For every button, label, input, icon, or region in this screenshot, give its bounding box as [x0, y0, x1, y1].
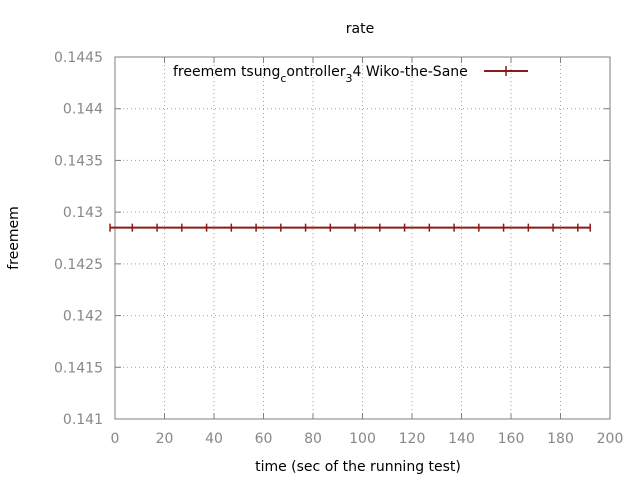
x-tick-label: 180 — [547, 431, 574, 447]
x-tick-label: 60 — [255, 431, 273, 447]
legend-label-part: ontroller — [286, 64, 345, 80]
y-tick-label: 0.142 — [63, 309, 103, 325]
legend-label-part: 3 — [346, 72, 353, 85]
x-tick-label: 140 — [448, 431, 475, 447]
legend-label-part: freemem tsung — [173, 64, 280, 80]
legend-label: freemem tsungcontroller34 Wiko-the-Sane — [173, 64, 468, 85]
x-tick-label: 200 — [597, 431, 624, 447]
y-axis-ticks: 0.141 0.1415 0.142 0.1425 0.143 0.1435 0.144 0.… — [54, 50, 610, 428]
legend-label-part: c — [280, 72, 286, 85]
x-tick-label: 80 — [304, 431, 322, 447]
y-tick-label: 0.1445 — [54, 50, 103, 66]
series — [109, 223, 591, 232]
y-tick-label: 0.1415 — [54, 360, 103, 376]
y-tick-label: 0.144 — [63, 102, 103, 118]
x-tick-label: 160 — [498, 431, 525, 447]
chart-title: rate — [346, 21, 374, 37]
x-tick-label: 0 — [111, 431, 120, 447]
y-tick-label: 0.1435 — [54, 153, 103, 169]
grid — [115, 57, 610, 419]
x-tick-label: 100 — [349, 431, 376, 447]
legend-label-part: 4 Wiko-the-Sane — [353, 64, 468, 80]
x-axis-ticks: 0 20 40 60 80 100 120 140 160 180 200 — [111, 57, 624, 447]
y-tick-label: 0.1425 — [54, 257, 103, 273]
x-tick-label: 20 — [156, 431, 174, 447]
legend: freemem tsungcontroller34 Wiko-the-Sane — [173, 64, 528, 85]
x-axis-title: time (sec of the running test) — [255, 459, 461, 475]
x-tick-label: 40 — [205, 431, 223, 447]
y-tick-label: 0.143 — [63, 205, 103, 221]
y-tick-label: 0.141 — [63, 412, 103, 428]
x-tick-label: 120 — [399, 431, 426, 447]
y-axis-title: freemem — [6, 206, 22, 270]
